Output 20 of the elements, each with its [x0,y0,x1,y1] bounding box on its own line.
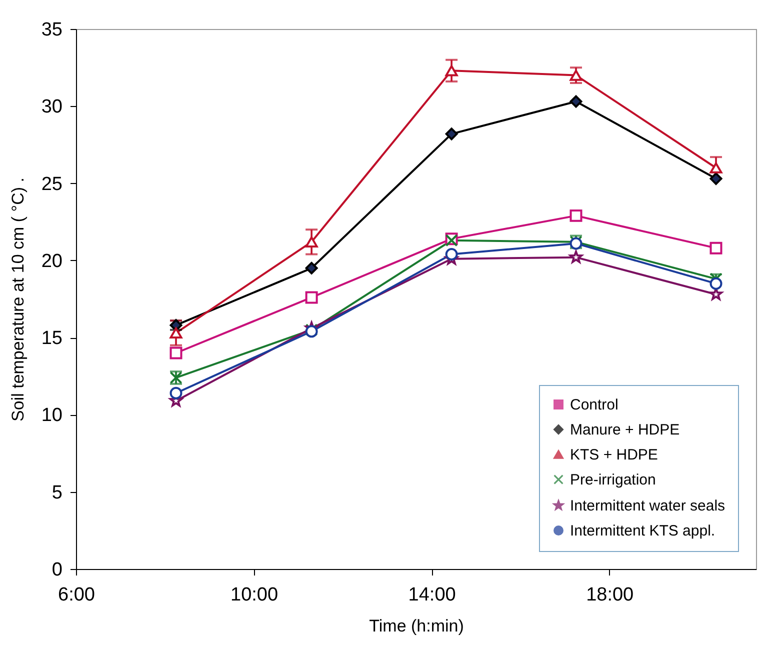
x-tick-label: 10:00 [230,584,278,606]
y-tick-label: 30 [41,96,62,118]
y-tick-label: 25 [41,174,62,195]
legend-label: Manure + HDPE [570,422,680,438]
legend-label: Pre-irrigation [570,472,656,488]
y-tick-label: 5 [52,482,62,504]
y-tick-label: 20 [41,250,62,272]
x-tick-label: 18:00 [586,584,634,606]
x-tick-label: 14:00 [408,584,456,606]
y-axis-title: Soil temperature at 10 cm ( °C) . [8,178,28,422]
y-tick-label: 15 [41,328,62,350]
legend-label: Intermittent KTS appl. [570,522,716,540]
x-tick-label: 6:00 [58,584,95,606]
legend-label: Intermittent water seals [570,498,726,514]
legend-label: Control [570,396,618,414]
y-tick-label: 35 [41,20,62,40]
y-tick-label: 10 [41,405,62,426]
legend-label: KTS + HDPE [570,446,658,464]
x-axis-title: Time (h:min) [369,616,464,636]
y-tick-label: 0 [52,560,62,580]
